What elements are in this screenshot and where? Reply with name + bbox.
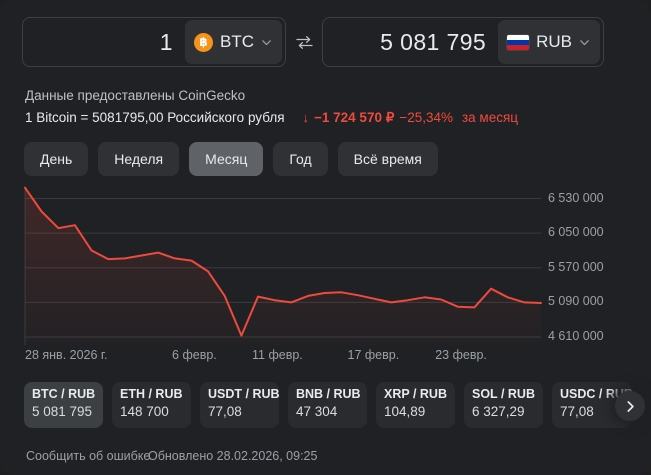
to-currency-select[interactable]: RUB (498, 20, 600, 64)
pair-card-6[interactable]: USDC / RUB 77,08 (552, 382, 633, 428)
price-chart[interactable]: 6 530 000 6 050 000 5 570 000 5 090 000 4 61… (0, 185, 651, 365)
pair-name: XRP / RUB (384, 387, 447, 401)
pair-card-0[interactable]: BTC / RUB 5 081 795 (24, 382, 103, 428)
pair-name: BNB / RUB (296, 387, 361, 401)
chevron-down-icon (579, 37, 590, 48)
y-tick-label-3: 5 090 000 (548, 294, 604, 309)
card-footer: Сообщить об ошибке Обновлено 28.02.2026,… (0, 437, 651, 475)
report-error-link[interactable]: Сообщить об ошибке (26, 449, 151, 463)
change-percent: −25,34% (399, 110, 453, 125)
swap-arrows-icon (295, 35, 313, 49)
pair-name: ETH / RUB (120, 387, 183, 401)
y-tick-label-0: 6 530 000 (548, 190, 604, 205)
x-tick-label-1: 6 февр. (172, 348, 217, 362)
data-source-label: Данные предоставлены CoinGecko (25, 88, 246, 103)
period-tab-1[interactable]: Неделя (98, 142, 180, 176)
chevron-right-icon (626, 400, 634, 412)
period-tab-3[interactable]: Год (273, 142, 328, 176)
rate-text: 1 Bitcoin = 5081795,00 Российского рубля (25, 110, 285, 125)
pair-card-1[interactable]: ETH / RUB 148 700 (112, 382, 191, 428)
updated-timestamp: Обновлено 28.02.2026, 09:25 (148, 449, 318, 463)
trend-down-arrow-icon: ↓ (302, 110, 310, 125)
x-tick-label-2: 11 февр. (252, 348, 303, 362)
chart-line (24, 186, 542, 337)
pair-value: 6 327,29 (472, 404, 525, 419)
from-field[interactable]: 1 ฿ BTC (22, 17, 286, 67)
pairs-scroll-next-button[interactable] (615, 391, 645, 421)
x-tick-label-0: 28 янв. 2026 г. (25, 348, 108, 362)
period-tabs: День Неделя Месяц Год Всё время (24, 142, 438, 176)
y-tick-label-2: 5 570 000 (548, 259, 604, 274)
period-tab-0[interactable]: День (24, 142, 89, 176)
pair-card-2[interactable]: USDT / RUB 77,08 (200, 382, 280, 428)
x-tick-label-4: 23 февр. (435, 348, 487, 362)
pair-value: 104,89 (384, 404, 426, 419)
pair-value: 148 700 (120, 404, 169, 419)
currency-pair-list[interactable]: BTC / RUB 5 081 795 ETH / RUB 148 700 USDT /… (24, 382, 644, 428)
bitcoin-icon: ฿ (194, 32, 213, 52)
swap-currencies-button[interactable] (286, 17, 322, 67)
y-tick-label-4: 4 610 000 (548, 329, 604, 343)
change-period: за месяц (461, 110, 519, 125)
chevron-down-icon (261, 37, 272, 48)
pair-card-5[interactable]: SOL / RUB 6 327,29 (464, 382, 543, 428)
pair-card-3[interactable]: BNB / RUB 47 304 (288, 382, 367, 428)
to-amount-input[interactable]: 5 081 795 (380, 28, 487, 55)
from-amount-input[interactable]: 1 (159, 28, 173, 55)
x-tick-label-3: 17 февр. (347, 348, 400, 362)
change-indicator: ↓ −1 724 570 ₽ −25,34% за месяц (303, 110, 519, 126)
chart-area-fill (25, 187, 541, 345)
pair-value: 5 081 795 (32, 404, 93, 419)
pair-card-4[interactable]: XRP / RUB 104,89 (376, 382, 455, 428)
chart-y-axis: 6 530 000 6 050 000 5 570 000 5 090 000 4 61… (548, 185, 651, 350)
russia-flag-icon (507, 34, 530, 50)
pair-name: USDC / RUB (560, 387, 633, 401)
to-currency-code: RUB (536, 32, 572, 51)
pair-value: 47 304 (296, 404, 338, 419)
pair-name: SOL / RUB (472, 387, 535, 401)
pair-value: 77,08 (208, 404, 242, 419)
change-absolute: −1 724 570 ₽ (314, 110, 395, 125)
pair-name: BTC / RUB (32, 387, 96, 401)
from-currency-code: BTC (220, 32, 254, 51)
period-tab-2[interactable]: Месяц (189, 142, 264, 176)
rate-line: 1 Bitcoin = 5081795,00 Российского рубля… (25, 110, 518, 126)
y-tick-label-1: 6 050 000 (548, 225, 604, 240)
pair-value: 77,08 (560, 404, 594, 419)
price-chart-svg (24, 186, 542, 345)
to-field[interactable]: 5 081 795 RUB (322, 17, 604, 67)
from-currency-select[interactable]: ฿ BTC (185, 20, 282, 64)
pair-name: USDT / RUB (208, 387, 280, 401)
converter-row: 1 ฿ BTC 5 081 795 RUB (22, 17, 604, 67)
period-tab-4[interactable]: Всё время (337, 142, 438, 176)
